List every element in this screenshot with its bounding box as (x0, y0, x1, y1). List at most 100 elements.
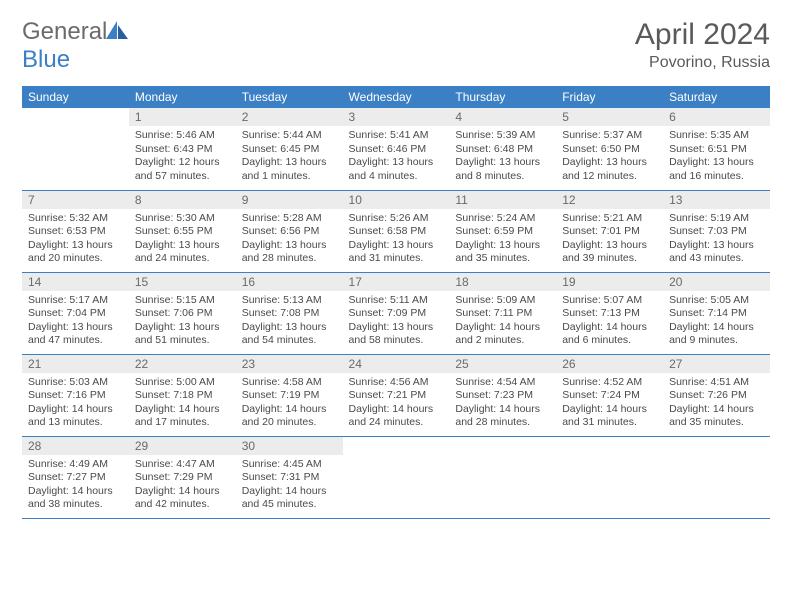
weekday-header: Wednesday (343, 86, 450, 108)
day-content: Sunrise: 5:26 AMSunset: 6:58 PMDaylight:… (343, 209, 450, 271)
sunrise-line: Sunrise: 4:56 AM (349, 376, 429, 388)
calendar-cell: .. (449, 436, 556, 518)
sunset-line: Sunset: 6:48 PM (455, 143, 533, 155)
calendar-row: 14Sunrise: 5:17 AMSunset: 7:04 PMDayligh… (22, 272, 770, 354)
daylight-line: Daylight: 14 hours and 31 minutes. (562, 403, 647, 429)
day-number: 5 (556, 108, 663, 126)
day-number: 9 (236, 191, 343, 209)
day-content: Sunrise: 4:54 AMSunset: 7:23 PMDaylight:… (449, 373, 556, 435)
sunrise-line: Sunrise: 4:52 AM (562, 376, 642, 388)
daylight-line: Daylight: 13 hours and 28 minutes. (242, 239, 327, 265)
calendar-body: ..1Sunrise: 5:46 AMSunset: 6:43 PMDaylig… (22, 108, 770, 518)
calendar-cell: 28 Sunrise: 4:49 AMSunset: 7:27 PM Dayligh… (22, 436, 129, 518)
weekday-header: Friday (556, 86, 663, 108)
sunrise-line: Sunrise: 5:13 AM (242, 294, 322, 306)
daylight-line: Daylight: 14 hours and 17 minutes. (135, 403, 220, 429)
calendar-cell: 27Sunrise: 4:51 AMSunset: 7:26 PMDayligh… (663, 354, 770, 436)
day-content: Sunrise: 5:28 AMSunset: 6:56 PMDaylight:… (236, 209, 343, 271)
calendar-cell: .. (663, 436, 770, 518)
day-number: 10 (343, 191, 450, 209)
calendar-cell: 26 Sunrise: 4:52 AMSunset: 7:24 PM Dayligh… (556, 354, 663, 436)
weekday-header: Tuesday (236, 86, 343, 108)
sunrise-line: Sunrise: 5:00 AM (135, 376, 215, 388)
day-number: 18 (449, 273, 556, 291)
day-number: 11 (449, 191, 556, 209)
calendar-cell: 4 Sunrise: 5:39 AM Sunset: 6:48 PMDaylight… (449, 108, 556, 190)
day-content: Sunrise: 5:30 AMSunset: 6:55 PMDaylight:… (129, 209, 236, 271)
day-content: Sunrise: 5:03 AMSunset: 7:16 PMDaylight:… (22, 373, 129, 435)
calendar-cell: 17Sunrise: 5:11 AMSunset: 7:09 PMDayligh… (343, 272, 450, 354)
calendar-cell: 29Sunrise: 4:47 AMSunset: 7:29 PMDayligh… (129, 436, 236, 518)
daylight-line: Daylight: 13 hours and 58 minutes. (349, 321, 434, 347)
sunrise-line: Sunrise: 4:58 AM (242, 376, 322, 388)
calendar-cell: 21Sunrise: 5:03 AMSunset: 7:16 PMDayligh… (22, 354, 129, 436)
day-number: 19 (556, 273, 663, 291)
sunrise-line: Sunrise: 5:41 AM (349, 129, 429, 141)
daylight-line: Daylight: 13 hours and 8 minutes. (455, 156, 540, 182)
sunrise-line: Sunrise: 4:47 AM (135, 458, 215, 470)
day-content: Sunrise: 5:44 AMSunset: 6:45 PMDaylight:… (236, 126, 343, 188)
daylight-line: Daylight: 14 hours and 42 minutes. (135, 485, 220, 511)
calendar-cell: 23Sunrise: 4:58 AMSunset: 7:19 PMDayligh… (236, 354, 343, 436)
calendar-cell: 5Sunrise: 5:37 AMSunset: 6:50 PMDaylight… (556, 108, 663, 190)
day-number: 6 (663, 108, 770, 126)
daylight-line: Daylight: 12 hours and 57 minutes. (135, 156, 220, 182)
calendar-row: ..1Sunrise: 5:46 AMSunset: 6:43 PMDaylig… (22, 108, 770, 190)
day-number: 16 (236, 273, 343, 291)
day-number: 26 (556, 355, 663, 373)
sunset-line: Sunset: 7:27 PM (28, 471, 106, 483)
day-content: Sunrise: 5:46 AMSunset: 6:43 PMDaylight:… (129, 126, 236, 188)
calendar-cell: 13Sunrise: 5:19 AMSunset: 7:03 PMDayligh… (663, 190, 770, 272)
day-content: Sunrise: 5:17 AMSunset: 7:04 PMDaylight:… (22, 291, 129, 353)
day-content: Sunrise: 4:49 AMSunset: 7:27 PM Daylight:… (22, 455, 129, 517)
calendar-cell: 8Sunrise: 5:30 AMSunset: 6:55 PMDaylight… (129, 190, 236, 272)
day-content: Sunrise: 5:39 AM Sunset: 6:48 PMDaylight:… (449, 126, 556, 188)
day-number: 15 (129, 273, 236, 291)
sunrise-line: Sunrise: 5:03 AM (28, 376, 108, 388)
daylight-line: Daylight: 13 hours and 43 minutes. (669, 239, 754, 265)
calendar-row: 7Sunrise: 5:32 AMSunset: 6:53 PMDaylight… (22, 190, 770, 272)
day-content: Sunrise: 5:41 AMSunset: 6:46 PMDaylight:… (343, 126, 450, 188)
calendar-cell: 6Sunrise: 5:35 AMSunset: 6:51 PMDaylight… (663, 108, 770, 190)
daylight-line: Daylight: 13 hours and 16 minutes. (669, 156, 754, 182)
day-number: 2 (236, 108, 343, 126)
daylight-line: Daylight: 14 hours and 38 minutes. (28, 485, 113, 511)
day-content: Sunrise: 4:52 AMSunset: 7:24 PM Daylight:… (556, 373, 663, 435)
sunset-line: Sunset: 7:11 PM (455, 307, 532, 319)
day-number: 27 (663, 355, 770, 373)
day-number: 4 (449, 108, 556, 126)
sunrise-line: Sunrise: 5:30 AM (135, 212, 215, 224)
daylight-line: Daylight: 13 hours and 47 minutes. (28, 321, 113, 347)
calendar-cell: 30Sunrise: 4:45 AMSunset: 7:31 PMDayligh… (236, 436, 343, 518)
calendar-cell: 10Sunrise: 5:26 AMSunset: 6:58 PMDayligh… (343, 190, 450, 272)
day-content: Sunrise: 5:13 AMSunset: 7:08 PMDaylight:… (236, 291, 343, 353)
weekday-header: Sunday (22, 86, 129, 108)
sunrise-line: Sunrise: 5:09 AM (455, 294, 535, 306)
calendar-cell: .. (22, 108, 129, 190)
sunset-line: Sunset: 7:31 PM (242, 471, 320, 483)
sunrise-line: Sunrise: 4:49 AM (28, 458, 108, 470)
logo-text-blue: Blue (22, 46, 70, 73)
day-number: 30 (236, 437, 343, 455)
daylight-line: Daylight: 14 hours and 9 minutes. (669, 321, 754, 347)
daylight-line: Daylight: 14 hours and 6 minutes. (562, 321, 647, 347)
sunrise-line: Sunrise: 5:39 AM (455, 129, 535, 141)
sunrise-line: Sunrise: 5:07 AM (562, 294, 642, 306)
day-content: Sunrise: 5:09 AMSunset: 7:11 PMDaylight:… (449, 291, 556, 353)
day-number: 22 (129, 355, 236, 373)
calendar-cell: 18Sunrise: 5:09 AMSunset: 7:11 PMDayligh… (449, 272, 556, 354)
day-number: 7 (22, 191, 129, 209)
day-content: Sunrise: 4:47 AMSunset: 7:29 PMDaylight:… (129, 455, 236, 517)
sunset-line: Sunset: 6:51 PM (669, 143, 747, 155)
day-number: 28 (22, 437, 129, 455)
weekday-header: Thursday (449, 86, 556, 108)
calendar-cell: 9Sunrise: 5:28 AMSunset: 6:56 PMDaylight… (236, 190, 343, 272)
sunset-line: Sunset: 7:24 PM (562, 389, 640, 401)
month-title: April 2024 (635, 18, 770, 52)
sunset-line: Sunset: 7:01 PM (562, 225, 640, 237)
calendar-cell: 3Sunrise: 5:41 AMSunset: 6:46 PMDaylight… (343, 108, 450, 190)
daylight-line: Daylight: 13 hours and 4 minutes. (349, 156, 434, 182)
weekday-header: Monday (129, 86, 236, 108)
logo-sail-icon (106, 21, 128, 39)
sunset-line: Sunset: 7:08 PM (242, 307, 320, 319)
